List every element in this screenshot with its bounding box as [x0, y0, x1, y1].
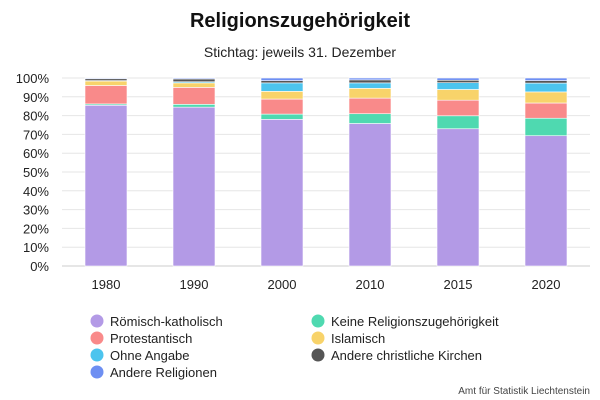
- bar-segment[interactable]: [436, 82, 480, 90]
- bar-segment[interactable]: [524, 91, 568, 104]
- legend-swatch: [311, 348, 325, 362]
- legend[interactable]: Römisch-katholisch Protestantisch Ohne Ang…: [90, 314, 500, 380]
- bar-segment[interactable]: [524, 135, 568, 267]
- bar-segment[interactable]: [260, 91, 304, 100]
- y-tick-label: 60%: [23, 146, 49, 161]
- legend-label: Andere christliche Kirchen: [331, 348, 482, 363]
- x-tick-label: 2020: [532, 277, 561, 292]
- bar-segment[interactable]: [436, 128, 480, 267]
- bar-segment[interactable]: [436, 79, 480, 83]
- legend-swatch: [311, 331, 325, 345]
- bar-segment[interactable]: [524, 80, 568, 84]
- legend-item[interactable]: Ohne Angabe: [90, 348, 190, 363]
- y-tick-label: 20%: [23, 221, 49, 236]
- y-tick-label: 100%: [16, 71, 50, 86]
- bar-segment[interactable]: [348, 77, 392, 81]
- legend-label: Ohne Angabe: [110, 348, 190, 363]
- bar-segment[interactable]: [84, 80, 128, 86]
- legend-item[interactable]: Römisch-katholisch: [90, 314, 223, 329]
- x-tick-label: 1990: [180, 277, 209, 292]
- bar-segment[interactable]: [524, 77, 568, 81]
- legend-swatch: [90, 365, 104, 379]
- bar-segment[interactable]: [172, 87, 216, 105]
- legend-item[interactable]: Islamisch: [311, 331, 386, 346]
- bars: [84, 77, 568, 267]
- bar-segment[interactable]: [172, 82, 216, 88]
- legend-swatch: [311, 314, 325, 328]
- bar-segment[interactable]: [524, 117, 568, 137]
- y-tick-label: 30%: [23, 203, 49, 218]
- chart-title: Religionszugehörigkeit: [190, 10, 410, 32]
- bar-segment[interactable]: [348, 113, 392, 124]
- y-tick-label: 40%: [23, 184, 49, 199]
- bar-segment[interactable]: [84, 85, 128, 105]
- y-tick-label: 70%: [23, 127, 49, 142]
- legend-label: Andere Religionen: [110, 365, 217, 380]
- x-tick-label: 2010: [356, 277, 385, 292]
- bar-segment[interactable]: [172, 104, 216, 108]
- x-tick-label: 2000: [268, 277, 297, 292]
- bar-segment[interactable]: [84, 104, 128, 267]
- bar-segment[interactable]: [436, 115, 480, 130]
- bar-segment[interactable]: [84, 77, 128, 80]
- bar-segment[interactable]: [436, 99, 480, 117]
- bar-segment[interactable]: [260, 119, 304, 267]
- bar-segment[interactable]: [260, 113, 304, 120]
- y-tick-label: 90%: [23, 90, 49, 105]
- bar-segment[interactable]: [348, 97, 392, 115]
- y-axis: 0% 10% 20% 30% 40% 50% 60% 70% 80% 90% 100%: [16, 71, 50, 274]
- bar-segment[interactable]: [172, 77, 216, 80]
- y-tick-label: 0%: [30, 259, 49, 274]
- legend-label: Protestantisch: [110, 331, 192, 346]
- chart-subtitle: Stichtag: jeweils 31. Dezember: [204, 44, 397, 60]
- bar-segment[interactable]: [260, 77, 304, 81]
- bar-segment[interactable]: [348, 79, 392, 84]
- legend-label: Islamisch: [331, 331, 385, 346]
- legend-swatch: [90, 348, 104, 362]
- bar-segment[interactable]: [172, 78, 216, 83]
- legend-label: Keine Religionszugehörigkeit: [331, 314, 499, 329]
- bar-segment[interactable]: [436, 77, 480, 81]
- legend-item[interactable]: Protestantisch: [90, 331, 193, 346]
- bar-segment[interactable]: [348, 88, 392, 99]
- legend-swatch: [90, 331, 104, 345]
- legend-label: Römisch-katholisch: [110, 314, 223, 329]
- legend-item[interactable]: Keine Religionszugehörigkeit: [311, 314, 500, 329]
- gridlines: [62, 77, 590, 267]
- legend-item[interactable]: Andere Religionen: [90, 365, 217, 380]
- bar-segment[interactable]: [348, 123, 392, 267]
- y-tick-label: 50%: [23, 165, 49, 180]
- bar-segment[interactable]: [260, 80, 304, 84]
- bar-segment[interactable]: [524, 82, 568, 93]
- bar-segment[interactable]: [524, 102, 568, 119]
- legend-swatch: [90, 314, 104, 328]
- x-axis: 1980 1990 2000 2010 2015 2020: [92, 277, 561, 292]
- x-tick-label: 2015: [444, 277, 473, 292]
- legend-item[interactable]: Andere christliche Kirchen: [311, 348, 483, 363]
- x-tick-label: 1980: [92, 277, 121, 292]
- bar-segment[interactable]: [260, 82, 304, 92]
- credit-text: Amt für Statistik Liechtenstein: [458, 386, 590, 397]
- bar-segment[interactable]: [172, 106, 216, 267]
- bar-segment[interactable]: [260, 98, 304, 115]
- bar-segment[interactable]: [436, 89, 480, 101]
- bar-segment[interactable]: [348, 82, 392, 89]
- y-tick-label: 10%: [23, 240, 49, 255]
- y-tick-label: 80%: [23, 109, 49, 124]
